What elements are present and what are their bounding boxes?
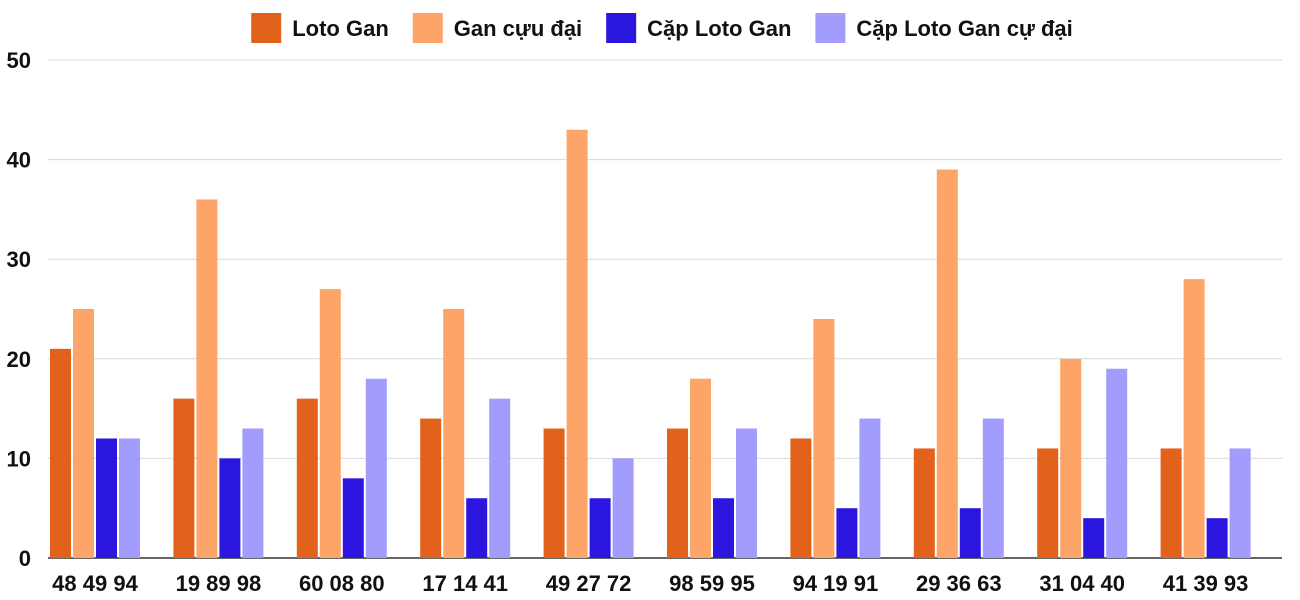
bar-gan-c-u-i-19-89-98 <box>196 199 218 558</box>
bar-c-p-loto-gan-17-14-41 <box>466 498 488 558</box>
bar-c-p-loto-gan-c-i-29-36-63 <box>982 418 1004 558</box>
legend-label: Cặp Loto Gan <box>647 16 791 41</box>
x-tick-label: 94 19 91 <box>793 571 879 596</box>
bar-gan-c-u-i-94-19-91 <box>813 318 835 558</box>
bar-loto-gan-98-59-95 <box>667 428 688 558</box>
bars <box>50 129 1251 558</box>
bar-c-p-loto-gan-c-i-98-59-95 <box>736 428 757 558</box>
legend-item: Cặp Loto Gan <box>606 13 791 43</box>
bar-gan-c-u-i-41-39-93 <box>1183 279 1205 558</box>
bar-c-p-loto-gan-94-19-91 <box>836 508 858 558</box>
legend-item: Gan cựu đại <box>412 13 582 43</box>
x-tick-label: 41 39 93 <box>1163 571 1249 596</box>
x-tick-label: 98 59 95 <box>669 571 755 596</box>
bar-gan-c-u-i-31-04-40 <box>1060 358 1082 558</box>
legend-swatch <box>606 13 637 43</box>
bar-loto-gan-48-49-94 <box>50 348 71 558</box>
legend-swatch <box>815 13 846 43</box>
bar-gan-c-u-i-17-14-41 <box>443 309 465 558</box>
bar-c-p-loto-gan-60-08-80 <box>342 478 364 558</box>
y-tick-label: 10 <box>7 446 31 471</box>
bar-loto-gan-49-27-72 <box>543 428 565 558</box>
x-tick-label: 48 49 94 <box>52 571 138 596</box>
bar-c-p-loto-gan-41-39-93 <box>1206 518 1228 558</box>
bar-gan-c-u-i-98-59-95 <box>690 378 711 558</box>
bar-c-p-loto-gan-c-i-41-39-93 <box>1229 448 1251 558</box>
x-axis: 48 49 94 19 89 98 60 08 80 17 14 41 49 27 72… <box>52 571 1248 596</box>
y-tick-label: 40 <box>7 148 31 173</box>
bar-c-p-loto-gan-c-i-19-89-98 <box>242 428 264 558</box>
y-axis: 0 10 20 30 40 50 <box>7 48 31 571</box>
bar-c-p-loto-gan-29-36-63 <box>959 508 981 558</box>
y-tick-label: 20 <box>7 347 31 372</box>
bar-gan-c-u-i-49-27-72 <box>566 129 588 558</box>
bar-loto-gan-31-04-40 <box>1037 448 1059 558</box>
bar-c-p-loto-gan-19-89-98 <box>219 458 241 558</box>
x-tick-label: 19 89 98 <box>176 571 262 596</box>
bar-loto-gan-19-89-98 <box>173 398 195 558</box>
bar-c-p-loto-gan-c-i-94-19-91 <box>859 418 881 558</box>
bar-c-p-loto-gan-c-i-31-04-40 <box>1106 368 1128 558</box>
x-tick-label: 49 27 72 <box>546 571 632 596</box>
bar-gan-c-u-i-60-08-80 <box>319 289 341 558</box>
legend-item: Cặp Loto Gan cự đại <box>815 13 1073 43</box>
bar-c-p-loto-gan-31-04-40 <box>1083 518 1105 558</box>
bar-loto-gan-60-08-80 <box>296 398 318 558</box>
bar-gan-c-u-i-48-49-94 <box>73 309 94 558</box>
bar-c-p-loto-gan-49-27-72 <box>589 498 611 558</box>
legend-label: Cặp Loto Gan cự đại <box>856 16 1072 41</box>
bar-c-p-loto-gan-98-59-95 <box>713 498 734 558</box>
bar-c-p-loto-gan-c-i-48-49-94 <box>119 438 140 558</box>
x-tick-label: 60 08 80 <box>299 571 385 596</box>
x-tick-label: 17 14 41 <box>422 571 508 596</box>
y-tick-label: 0 <box>19 546 31 571</box>
legend-swatch <box>412 13 443 43</box>
legend-label: Loto Gan <box>292 16 389 41</box>
legend: Loto Gan Gan cựu đại Cặp Loto Gan Cặp Loto … <box>251 13 1073 43</box>
x-tick-label: 29 36 63 <box>916 571 1002 596</box>
bar-gan-c-u-i-29-36-63 <box>936 169 958 558</box>
bar-c-p-loto-gan-c-i-17-14-41 <box>489 398 511 558</box>
y-tick-label: 50 <box>7 48 31 73</box>
legend-label: Gan cựu đại <box>454 16 582 41</box>
legend-swatch <box>251 13 282 43</box>
bar-c-p-loto-gan-c-i-49-27-72 <box>612 458 634 558</box>
bar-c-p-loto-gan-48-49-94 <box>96 438 117 558</box>
legend-item: Loto Gan <box>251 13 389 43</box>
y-tick-label: 30 <box>7 247 31 272</box>
bar-loto-gan-17-14-41 <box>420 418 442 558</box>
bar-loto-gan-41-39-93 <box>1160 448 1182 558</box>
bar-c-p-loto-gan-c-i-60-08-80 <box>365 378 387 558</box>
x-tick-label: 31 04 40 <box>1039 571 1125 596</box>
bar-loto-gan-94-19-91 <box>790 438 812 558</box>
bar-loto-gan-29-36-63 <box>913 448 935 558</box>
